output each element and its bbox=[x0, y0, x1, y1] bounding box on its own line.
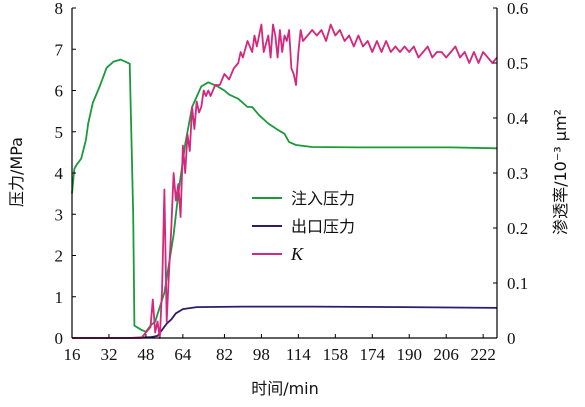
x-tick-label: 206 bbox=[433, 345, 459, 364]
x-tick-label: 174 bbox=[360, 345, 386, 364]
legend-label-injection: 注入压力 bbox=[291, 189, 355, 208]
x-tick-label: 82 bbox=[216, 345, 233, 364]
y-left-tick-label: 3 bbox=[55, 205, 64, 224]
x-tick-label: 64 bbox=[174, 345, 192, 364]
ticks: 16 32 48 64 82 98 114 158 174 190 206 222 0 1 2 3 4 5 6 7 8 0… bbox=[55, 0, 529, 364]
x-tick-label: 114 bbox=[286, 345, 311, 364]
y-left-tick-label: 2 bbox=[55, 247, 64, 266]
y-left-tick-label: 0 bbox=[55, 329, 64, 348]
y-right-tick-label: 0.3 bbox=[507, 164, 528, 183]
y-right-tick-label: 0 bbox=[507, 329, 516, 348]
y-right-tick-label: 0.4 bbox=[507, 109, 529, 128]
y-left-tick-label: 4 bbox=[55, 164, 64, 183]
y-right-tick-label: 0.6 bbox=[507, 0, 528, 18]
x-axis-title: 时间/min bbox=[251, 379, 319, 398]
y-left-tick-label: 1 bbox=[55, 288, 64, 307]
y-left-axis-title: 压力/MPa bbox=[7, 137, 26, 207]
y-right-tick-label: 0.2 bbox=[507, 219, 528, 238]
x-tick-label: 32 bbox=[100, 345, 117, 364]
series-line-outlet-pressure bbox=[72, 305, 498, 339]
y-left-tick-label: 8 bbox=[55, 0, 64, 18]
legend-label-outlet: 出口压力 bbox=[291, 217, 355, 236]
y-left-tick-label: 6 bbox=[55, 82, 64, 101]
series-line-injection-pressure bbox=[71, 58, 498, 333]
x-tick-label: 158 bbox=[323, 345, 349, 364]
x-tick-label: 16 bbox=[64, 345, 81, 364]
y-right-axis-title: 渗透率/10⁻³ μm² bbox=[551, 109, 570, 235]
x-tick-label: 48 bbox=[137, 345, 154, 364]
plot-area bbox=[71, 23, 498, 339]
y-left-tick-label: 5 bbox=[55, 123, 64, 142]
legend-label-k: K bbox=[290, 244, 304, 264]
x-tick-label: 98 bbox=[253, 345, 270, 364]
y-left-tick-label: 7 bbox=[55, 40, 64, 59]
legend: 注入压力 出口压力 K bbox=[252, 189, 355, 264]
series-line-k bbox=[72, 23, 498, 339]
x-tick-label: 190 bbox=[396, 345, 422, 364]
x-tick-label: 222 bbox=[470, 345, 496, 364]
y-right-tick-label: 0.5 bbox=[507, 54, 528, 73]
y-right-tick-label: 0.1 bbox=[507, 274, 528, 293]
